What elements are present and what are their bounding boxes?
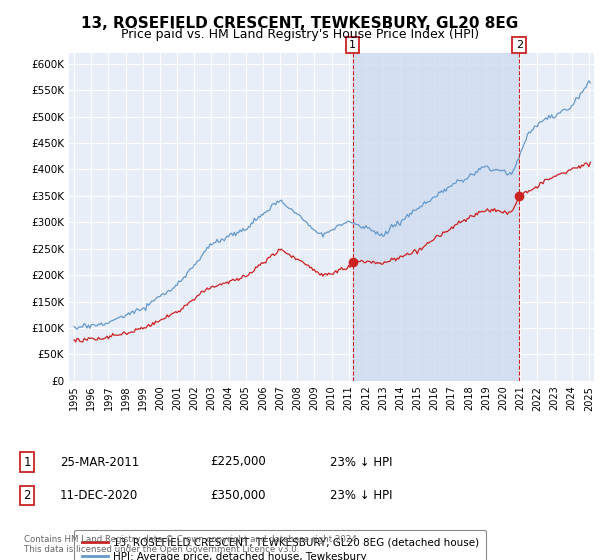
Text: 1: 1	[349, 40, 356, 50]
Text: £225,000: £225,000	[210, 455, 266, 469]
Text: 2: 2	[516, 40, 523, 50]
Bar	[353, 53, 520, 381]
Legend: 13, ROSEFIELD CRESCENT, TEWKESBURY, GL20 8EG (detached house), HPI: Average pric: 13, ROSEFIELD CRESCENT, TEWKESBURY, GL20…	[74, 530, 486, 560]
Text: £350,000: £350,000	[210, 489, 265, 502]
Text: 25-MAR-2011: 25-MAR-2011	[60, 455, 139, 469]
Text: 13, ROSEFIELD CRESCENT, TEWKESBURY, GL20 8EG: 13, ROSEFIELD CRESCENT, TEWKESBURY, GL20…	[82, 16, 518, 31]
Text: 23% ↓ HPI: 23% ↓ HPI	[330, 455, 392, 469]
Text: 11-DEC-2020: 11-DEC-2020	[60, 489, 138, 502]
Text: Price paid vs. HM Land Registry's House Price Index (HPI): Price paid vs. HM Land Registry's House …	[121, 28, 479, 41]
Text: 1: 1	[23, 455, 31, 469]
Text: 23% ↓ HPI: 23% ↓ HPI	[330, 489, 392, 502]
Text: 2: 2	[23, 489, 31, 502]
Text: Contains HM Land Registry data © Crown copyright and database right 2024.
This d: Contains HM Land Registry data © Crown c…	[24, 535, 359, 554]
